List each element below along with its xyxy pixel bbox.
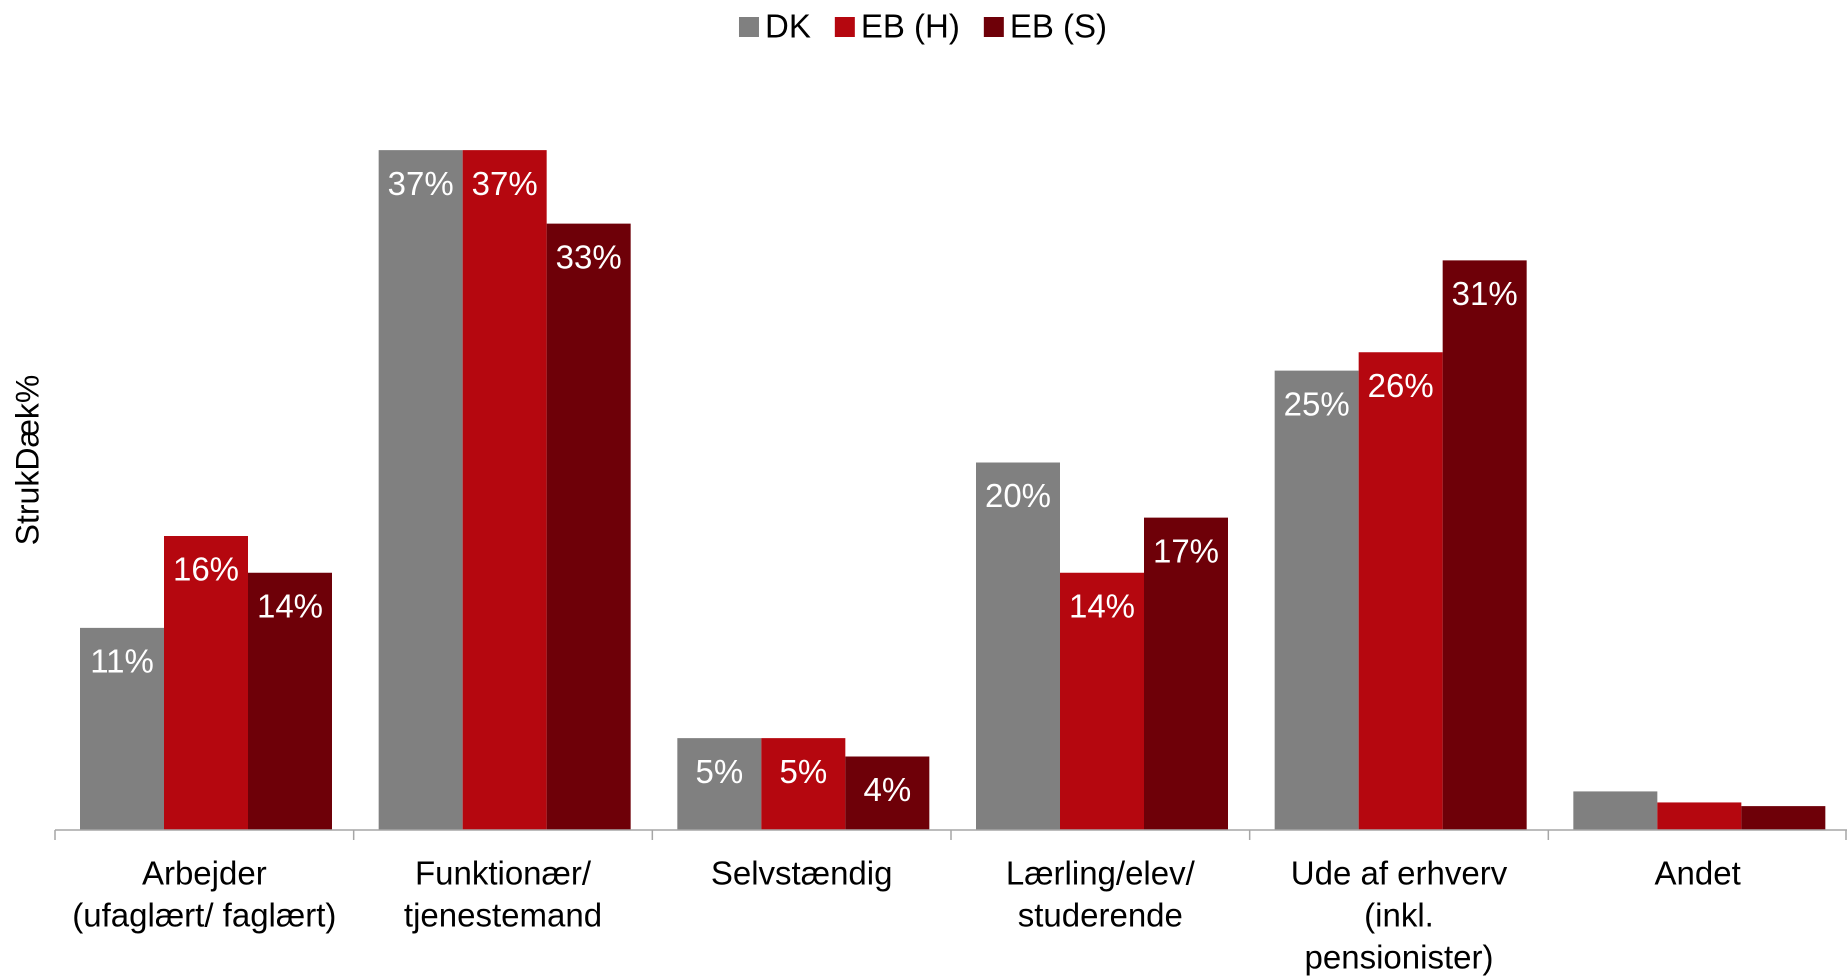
data-label: 5% bbox=[695, 753, 743, 790]
bar bbox=[248, 572, 332, 830]
data-label: 17% bbox=[1153, 532, 1219, 569]
x-tick-label: pensionister) bbox=[1305, 939, 1494, 976]
data-label: 14% bbox=[257, 587, 323, 624]
bar bbox=[677, 738, 762, 830]
data-label: 25% bbox=[1284, 385, 1350, 422]
legend-label: DK bbox=[765, 8, 811, 45]
bar bbox=[462, 150, 547, 830]
bar bbox=[1358, 352, 1443, 830]
x-tick-label: Arbejder bbox=[142, 855, 267, 892]
data-label: 37% bbox=[472, 165, 538, 202]
data-label: 5% bbox=[779, 753, 827, 790]
x-tick-label: studerende bbox=[1018, 897, 1183, 934]
bar bbox=[1274, 370, 1359, 830]
bar bbox=[378, 150, 463, 830]
bar bbox=[1573, 791, 1658, 830]
data-label: 31% bbox=[1452, 275, 1518, 312]
legend-swatch bbox=[738, 17, 759, 37]
legend-label: EB (S) bbox=[1010, 8, 1107, 45]
data-label: 26% bbox=[1368, 367, 1434, 404]
bar bbox=[845, 756, 930, 830]
bar bbox=[1060, 572, 1144, 830]
y-axis-label: StrukDæk% bbox=[9, 375, 45, 546]
bar bbox=[1144, 517, 1228, 830]
x-tick-label: Lærling/elev/ bbox=[1006, 855, 1196, 892]
legend-swatch bbox=[983, 17, 1004, 37]
x-tick-label: Selvstændig bbox=[711, 855, 893, 892]
bar bbox=[80, 627, 164, 830]
bar bbox=[164, 536, 248, 830]
data-label: 14% bbox=[1069, 587, 1135, 624]
bar bbox=[546, 223, 631, 830]
data-label: 20% bbox=[985, 477, 1051, 514]
legend-swatch bbox=[834, 17, 855, 37]
x-tick-label: Funktionær/ bbox=[415, 855, 592, 892]
data-label: 33% bbox=[556, 238, 622, 275]
data-label: 11% bbox=[90, 643, 154, 680]
legend-label: EB (H) bbox=[861, 8, 960, 45]
x-tick-label: tjenestemand bbox=[404, 897, 602, 934]
x-tick-label: (ufaglært/ faglært) bbox=[72, 897, 336, 934]
bar bbox=[1657, 802, 1742, 830]
data-label: 4% bbox=[863, 771, 911, 808]
data-label: 16% bbox=[173, 551, 239, 588]
bar bbox=[761, 738, 846, 830]
bar bbox=[976, 462, 1060, 830]
x-tick-label: Ude af erhverv bbox=[1291, 855, 1508, 892]
x-tick-label: Andet bbox=[1655, 855, 1741, 892]
bar bbox=[1442, 260, 1527, 830]
legend: DK EB (H) EB (S) bbox=[738, 8, 1107, 45]
x-tick-label: (inkl. bbox=[1364, 897, 1434, 934]
data-label: 37% bbox=[388, 165, 454, 202]
bar bbox=[1741, 806, 1826, 830]
